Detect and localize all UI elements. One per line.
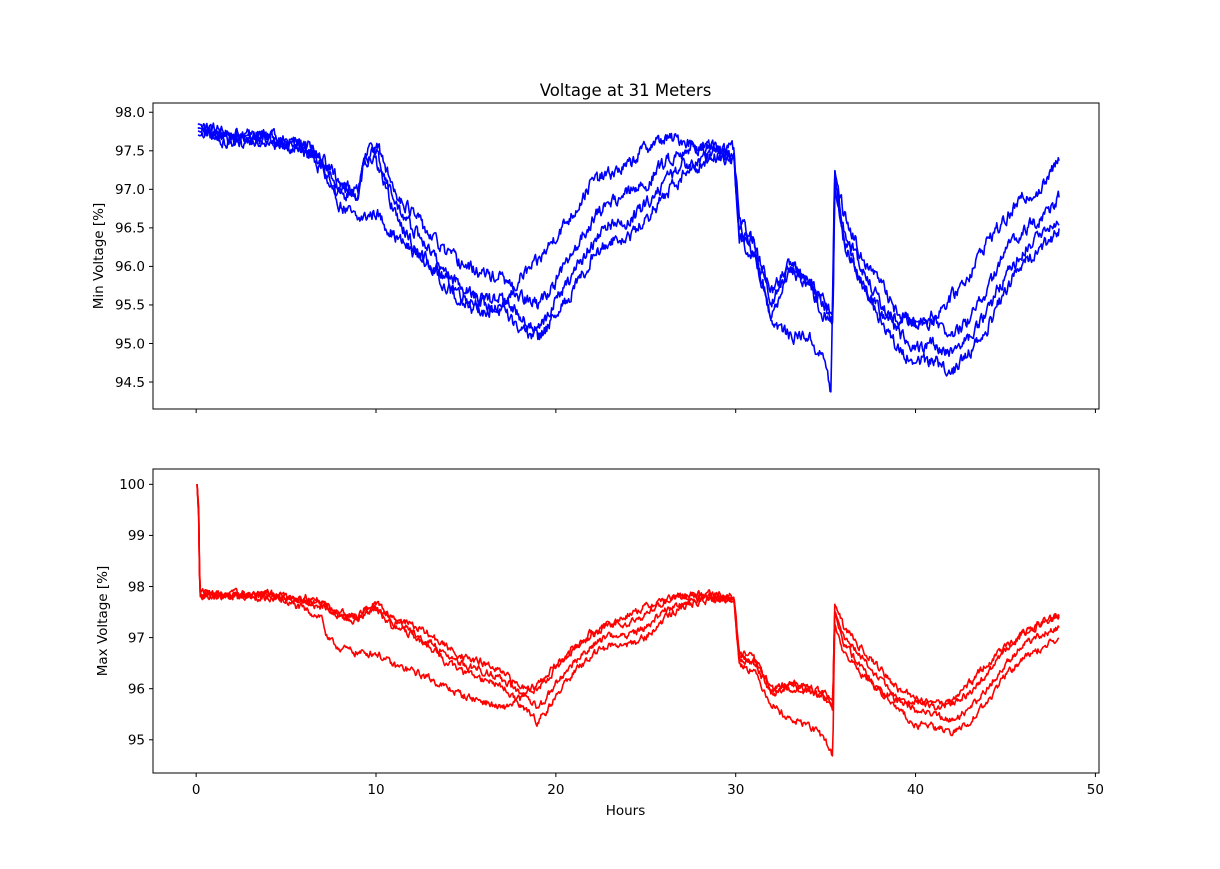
y-tick-label: 96.0: [115, 259, 145, 275]
series-line: [197, 127, 1060, 377]
y-tick-label: 96: [128, 681, 145, 697]
y-tick-label: 99: [128, 528, 145, 544]
min-voltage-x-ticks: [195, 409, 1096, 413]
x-tick-label: 10: [367, 782, 384, 798]
x-axis-label: Hours: [606, 803, 646, 819]
series-line: [196, 484, 1060, 709]
chart-title: Voltage at 31 Meters: [540, 81, 712, 100]
max-voltage-panel: 95 96 97 98 99 100 0 10 20 30 40 50 Max Voltage [%…: [95, 468, 1104, 819]
max-voltage-axes-frame: [152, 468, 1100, 774]
min-voltage-y-axis-label: Min Voltage [%]: [91, 203, 107, 310]
series-line: [197, 122, 1060, 393]
x-tick-label: 40: [907, 782, 924, 798]
max-voltage-y-axis-label: Max Voltage [%]: [95, 566, 111, 677]
y-tick-label: 97.5: [115, 144, 145, 160]
min-voltage-lines: [197, 122, 1060, 393]
series-line: [196, 484, 1060, 757]
max-voltage-x-ticks: 0 10 20 30 40 50: [192, 773, 1104, 798]
y-tick-label: 95: [128, 733, 145, 749]
max-voltage-lines: [196, 484, 1060, 757]
series-line: [196, 484, 1060, 737]
x-tick-label: 30: [727, 782, 744, 798]
min-voltage-y-ticks: 94.5 95.0 95.5 96.0 96.5 97.0 97.5 98.0: [115, 105, 153, 391]
y-tick-label: 95.5: [115, 298, 145, 314]
x-tick-label: 0: [192, 782, 201, 798]
y-tick-label: 98.0: [115, 105, 145, 121]
y-tick-label: 97.0: [115, 182, 145, 198]
min-voltage-axes-frame: [152, 102, 1100, 410]
x-tick-label: 20: [547, 782, 564, 798]
y-tick-label: 98: [128, 579, 145, 595]
y-tick-label: 94.5: [115, 375, 145, 391]
min-voltage-panel: Voltage at 31 Meters 94.5 95.0 95.5 96.0 96.…: [91, 81, 1100, 413]
y-tick-label: 97: [128, 630, 145, 646]
x-tick-label: 50: [1087, 782, 1104, 798]
series-line: [197, 125, 1060, 338]
max-voltage-y-ticks: 95 96 97 98 99 100: [119, 477, 153, 749]
y-tick-label: 100: [119, 477, 145, 493]
y-tick-label: 95.0: [115, 336, 145, 352]
y-tick-label: 96.5: [115, 221, 145, 237]
